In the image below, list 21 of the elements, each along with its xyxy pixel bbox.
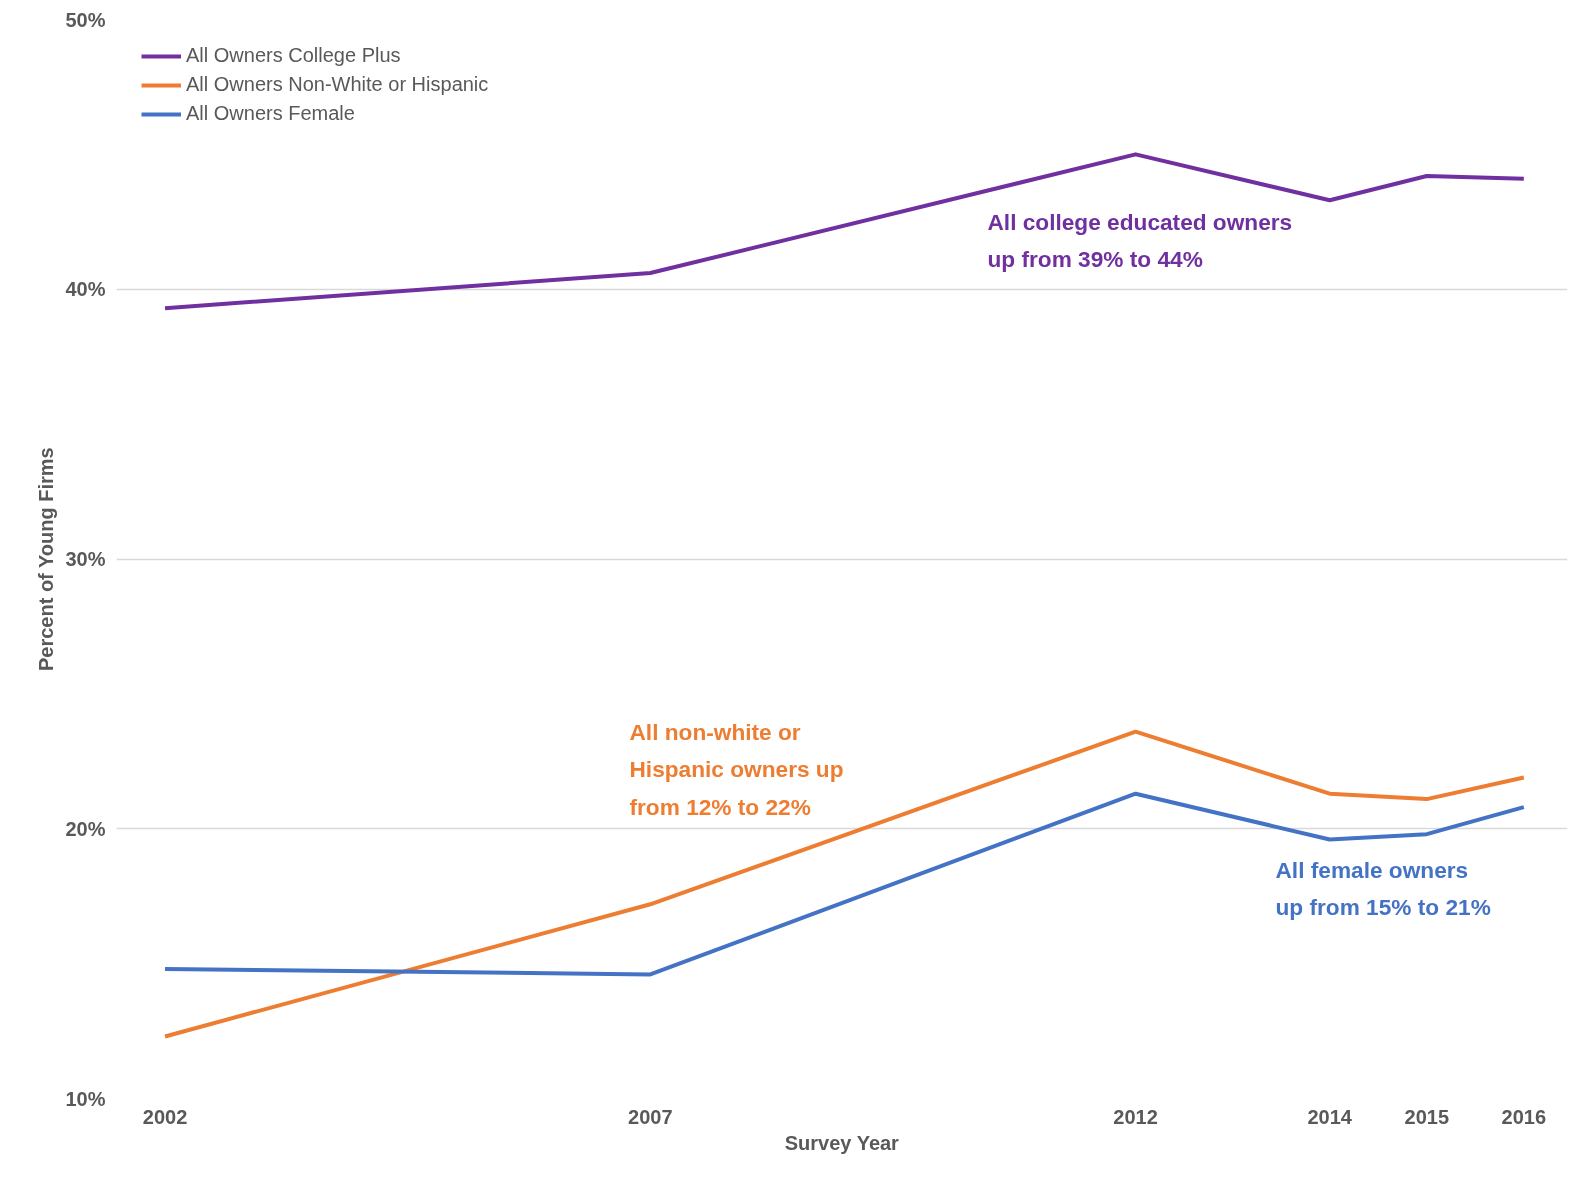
legend-label: All Owners College Plus [186, 44, 401, 67]
annotation: All college educated owners up from 39% to 44% [987, 208, 1293, 273]
x-tick-label: 2012 [1113, 1105, 1158, 1128]
y-tick-label: 50% [65, 8, 106, 31]
y-axis-title: Percent of Young Firms [35, 447, 58, 672]
y-tick-label: 10% [65, 1087, 106, 1110]
annotation: All female owners up from 15% to 21% [1275, 856, 1491, 921]
y-tick-label: 40% [65, 278, 106, 301]
x-axis-title: Survey Year [784, 1131, 900, 1154]
x-tick-label: 2002 [142, 1105, 188, 1128]
x-tick-label: 2014 [1307, 1105, 1353, 1128]
x-tick-label: 2016 [1501, 1105, 1547, 1128]
legend-label: All Owners Non-White or Hispanic [186, 73, 489, 96]
legend-label: All Owners Female [186, 102, 355, 125]
y-tick-label: 20% [65, 817, 106, 840]
annotation: All non-white or Hispanic owners up from 12% to 22% [629, 718, 844, 820]
x-tick-label: 2015 [1404, 1105, 1450, 1128]
y-tick-label: 30% [65, 548, 106, 570]
x-tick-label: 2007 [628, 1105, 673, 1128]
line-series [163, 152, 1526, 311]
line-series [163, 791, 1526, 977]
